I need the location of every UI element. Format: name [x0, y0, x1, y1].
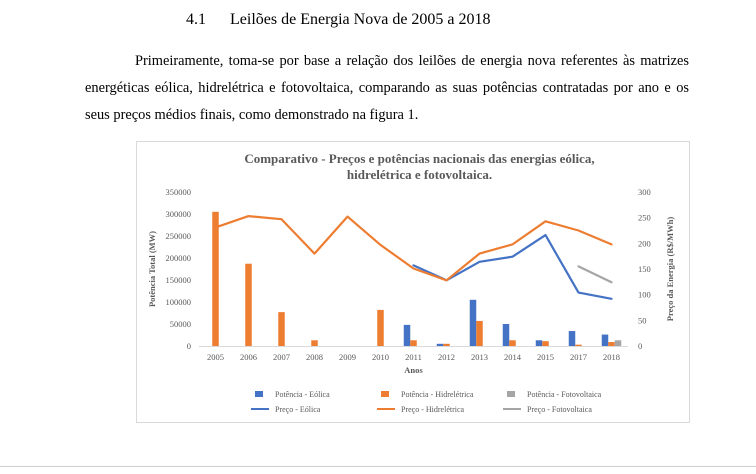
- y-tick-label: 300000: [166, 209, 192, 219]
- legend-swatch: [381, 391, 389, 397]
- y2-tick-label: 300: [638, 187, 651, 197]
- x-tick-label: 2013: [471, 352, 488, 362]
- bar-pot-ncia-hidrel-trica: [311, 340, 318, 346]
- x-axis-title: Anos: [404, 365, 423, 375]
- section-number: 4.1: [186, 11, 206, 28]
- bar-pot-ncia-hidrel-trica: [410, 340, 417, 346]
- legend-label: Potência - Eólica: [275, 390, 330, 399]
- x-tick-label: 2009: [339, 352, 356, 362]
- section-title: Leilões de Energia Nova de 2005 a 2018: [230, 11, 491, 28]
- y2-tick-label: 50: [638, 315, 647, 325]
- bar-pot-ncia-e-lica: [601, 334, 609, 346]
- page-bottom-rule: [0, 466, 756, 467]
- legend-label: Preço - Fotovoltaica: [527, 405, 592, 414]
- bar-pot-ncia-e-lica: [535, 340, 543, 346]
- x-tick-label: 2010: [372, 352, 389, 362]
- figure-1-chart: Comparativo - Preços e potências naciona…: [136, 141, 690, 423]
- bar-pot-ncia-hidrel-trica: [542, 341, 549, 346]
- bar-pot-ncia-hidrel-trica: [476, 320, 483, 346]
- bar-pot-ncia-e-lica: [436, 343, 444, 346]
- bar-pot-ncia-hidrel-trica: [377, 309, 384, 346]
- y2-axis-title: Preço da Energia (R$/MWh): [665, 217, 675, 322]
- bar-pot-ncia-e-lica: [469, 299, 477, 346]
- x-tick-label: 2008: [306, 352, 323, 362]
- chart-title-line-1: hidrelétrica e fotovoltaica.: [347, 167, 492, 182]
- x-tick-label: 2015: [537, 352, 554, 362]
- line-pre-o-fotovoltaica: [577, 265, 613, 284]
- bar-pot-ncia-hidrel-trica: [509, 340, 516, 346]
- y2-tick-label: 250: [638, 213, 651, 223]
- bar-pot-ncia-e-lica: [568, 331, 576, 346]
- y2-tick-label: 200: [638, 238, 651, 248]
- legend-label: Potência - Fotovoltaica: [527, 390, 602, 399]
- bar-pot-ncia-fotovoltaica: [614, 340, 622, 346]
- bar-pot-ncia-hidrel-trica: [212, 211, 219, 346]
- y-tick-label: 100000: [166, 297, 192, 307]
- y-axis-title: Potência Total (MW): [147, 231, 157, 307]
- x-tick-label: 2018: [603, 352, 620, 362]
- y-tick-label: 200000: [166, 253, 192, 263]
- bar-pot-ncia-hidrel-trica: [443, 343, 450, 346]
- y2-tick-label: 100: [638, 290, 651, 300]
- bar-pot-ncia-e-lica: [502, 324, 510, 346]
- y-tick-label: 0: [187, 341, 191, 351]
- x-tick-label: 2014: [504, 352, 522, 362]
- y-tick-label: 250000: [166, 231, 192, 241]
- paragraph-text: Primeiramente, toma-se por base a relaçã…: [85, 53, 689, 123]
- body-paragraph: Primeiramente, toma-se por base a relaçã…: [85, 48, 689, 129]
- x-tick-label: 2006: [240, 352, 257, 362]
- bar-pot-ncia-hidrel-trica: [608, 342, 615, 346]
- x-tick-label: 2007: [273, 352, 290, 362]
- x-tick-label: 2017: [570, 352, 587, 362]
- legend-label: Preço - Eólica: [275, 405, 321, 414]
- legend-label: Potência - Hidrelétrica: [401, 390, 474, 399]
- bar-pot-ncia-e-lica: [403, 324, 411, 346]
- section-heading: 4.1 Leilões de Energia Nova de 2005 a 20…: [186, 11, 491, 29]
- y-tick-label: 150000: [166, 275, 192, 285]
- bar-pot-ncia-hidrel-trica: [575, 344, 582, 346]
- y-tick-label: 350000: [166, 187, 192, 197]
- legend-swatch: [255, 391, 263, 397]
- line-pre-o-hidrel-trica: [214, 214, 613, 282]
- x-tick-label: 2005: [207, 352, 224, 362]
- chart-svg: Comparativo - Preços e potências naciona…: [147, 151, 675, 414]
- legend-swatch: [507, 391, 515, 397]
- y2-tick-label: 0: [638, 341, 642, 351]
- chart-title-line-0: Comparativo - Preços e potências naciona…: [244, 151, 594, 166]
- x-tick-label: 2011: [405, 352, 422, 362]
- legend-label: Preço - Hidrelétrica: [401, 405, 465, 414]
- x-tick-label: 2012: [438, 352, 455, 362]
- bar-pot-ncia-hidrel-trica: [278, 312, 285, 346]
- y2-tick-label: 150: [638, 264, 651, 274]
- bar-pot-ncia-hidrel-trica: [245, 263, 252, 346]
- y-tick-label: 50000: [170, 319, 191, 329]
